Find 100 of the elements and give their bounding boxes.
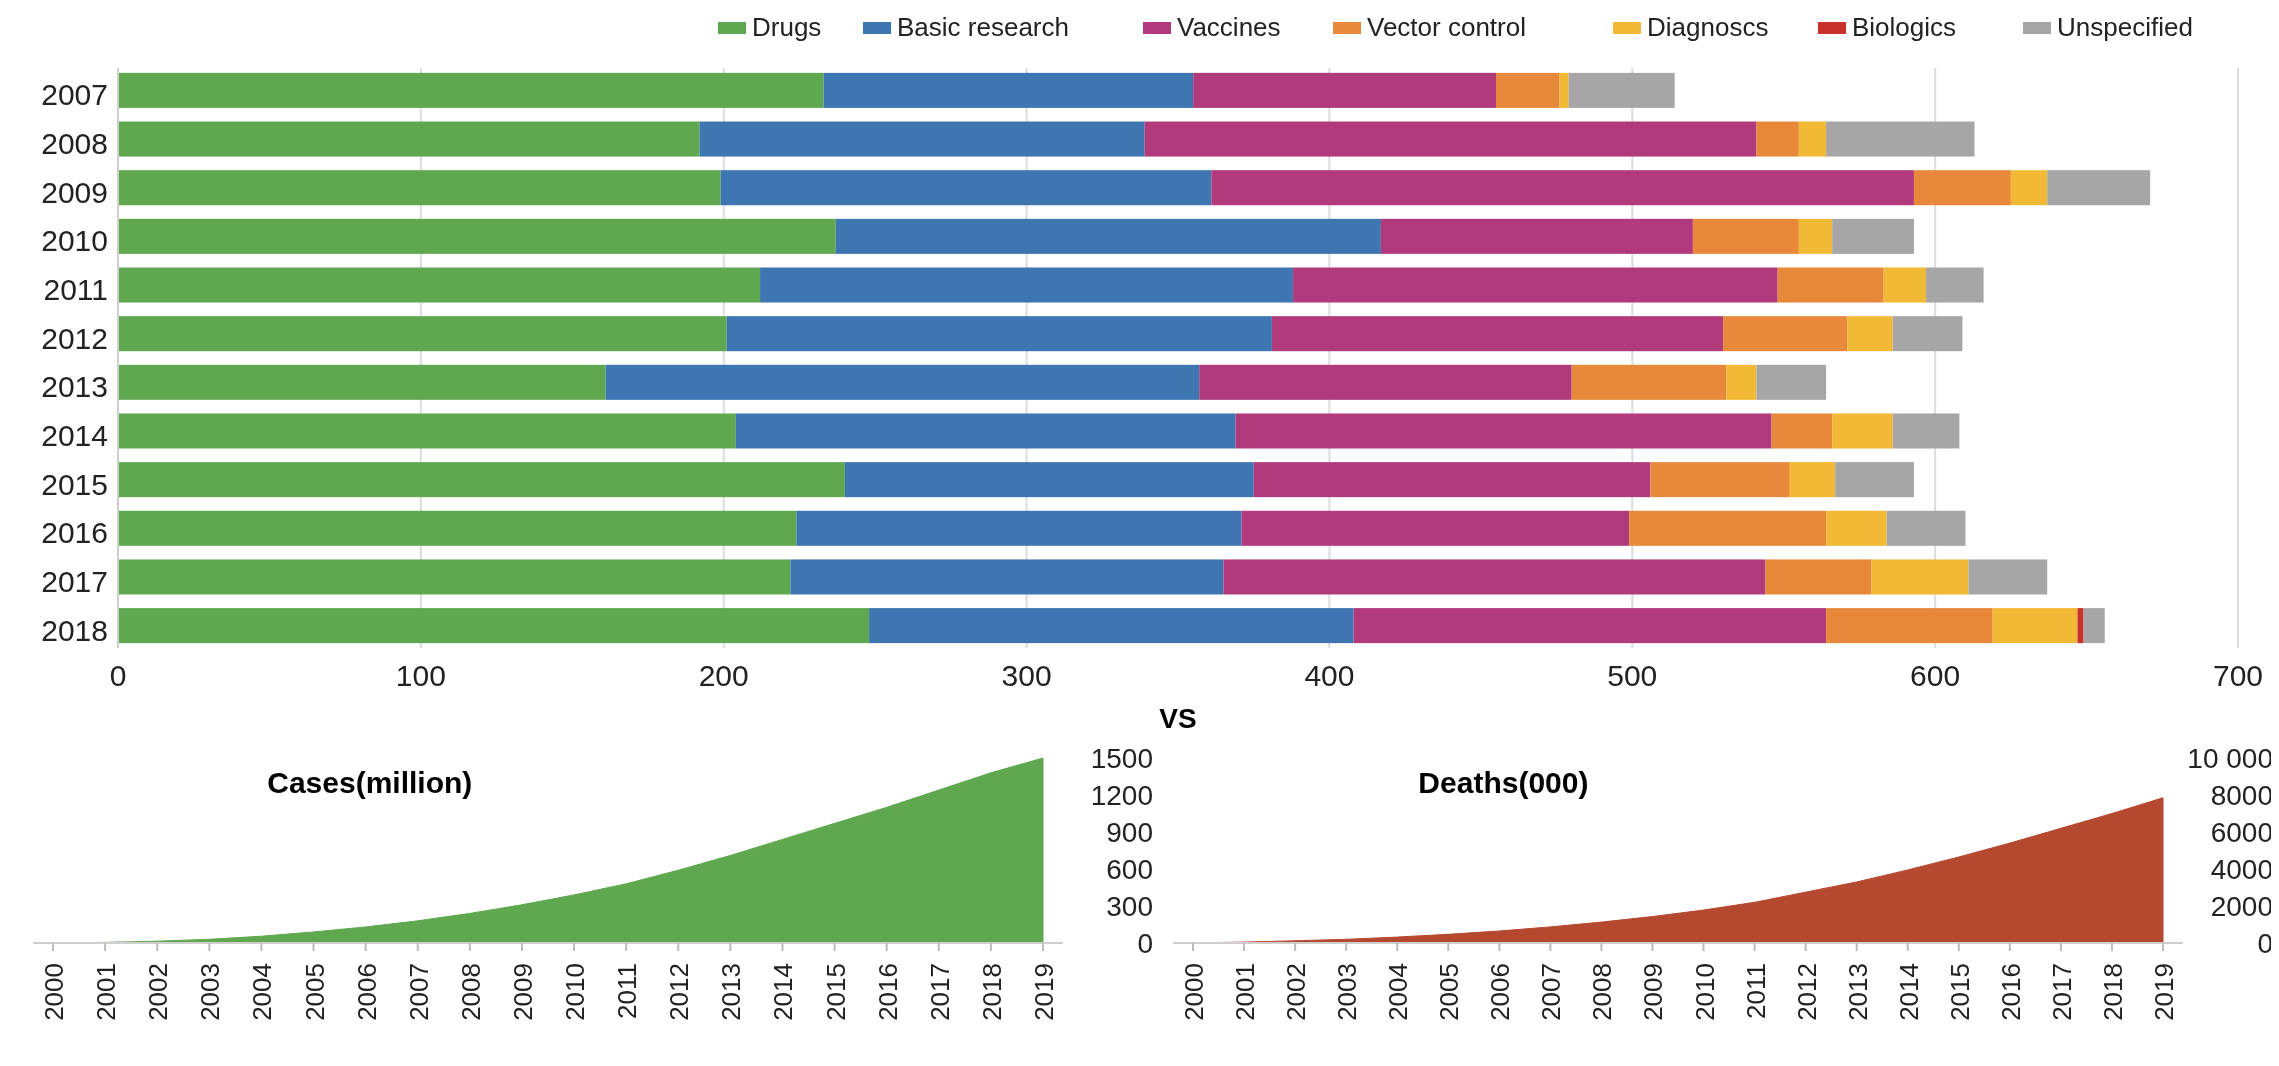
bar [1726, 364, 1757, 400]
bar [1559, 72, 1569, 108]
x-tick-label: 2019 [2149, 963, 2179, 1021]
x-tick-label: 2018 [2097, 963, 2128, 1021]
x-tick-label: 2016 [872, 963, 903, 1021]
bar [1144, 121, 1757, 157]
bar [118, 267, 761, 303]
bar [1241, 510, 1630, 546]
bar [118, 608, 870, 644]
bar [1629, 510, 1827, 546]
bar [1271, 316, 1724, 352]
y-tick-label: 8000 [2210, 780, 2273, 811]
x-tick-label: 100 [395, 659, 446, 692]
bar [844, 462, 1254, 498]
y-tick-label: 2016 [41, 516, 108, 550]
bar [1886, 510, 1966, 546]
bar [118, 72, 824, 108]
bar [790, 559, 1224, 595]
bar [1777, 267, 1884, 303]
x-tick-label: 2005 [1434, 963, 1465, 1021]
bar [835, 218, 1381, 254]
bar [1832, 218, 1914, 254]
x-tick-label: 500 [1607, 659, 1658, 692]
y-tick-label: 0 [1137, 928, 1153, 959]
bar [760, 267, 1294, 303]
chart-title: Cases(million) [267, 766, 473, 799]
x-tick-label: 2019 [1029, 963, 1059, 1021]
x-tick-label: 2009 [1638, 963, 1669, 1021]
bar [2083, 608, 2105, 644]
bar [118, 559, 791, 595]
bar [1892, 413, 1960, 449]
x-tick-label: 400 [1304, 659, 1355, 692]
bar [1756, 364, 1827, 400]
x-tick-label: 2003 [1332, 963, 1363, 1021]
y-tick-label: 0 [2257, 928, 2273, 959]
x-tick-label: 2014 [1893, 963, 1924, 1021]
bar [1199, 364, 1572, 400]
y-tick-label: 2013 [41, 370, 108, 404]
bar [720, 170, 1212, 206]
x-axis-title: VS [1159, 703, 1197, 734]
bar [118, 413, 736, 449]
x-tick-label: 2000 [1179, 963, 1209, 1021]
x-tick-label: 2004 [1383, 963, 1414, 1021]
bar [1496, 72, 1560, 108]
x-tick-label: 2003 [195, 963, 226, 1021]
bar [1826, 121, 1975, 157]
x-tick-label: 2012 [1791, 963, 1822, 1021]
bar [1211, 170, 1914, 206]
y-tick-label: 2000 [2210, 891, 2273, 922]
bar [1223, 559, 1766, 595]
bar [605, 364, 1200, 400]
y-tick-label: 2007 [41, 78, 108, 112]
bar [1771, 413, 1833, 449]
x-tick-label: 2018 [976, 963, 1007, 1021]
bar [869, 608, 1354, 644]
bar [118, 510, 797, 546]
y-tick-label: 2014 [41, 418, 108, 452]
x-tick-label: 2007 [403, 963, 434, 1021]
y-tick-label: 2012 [41, 321, 108, 355]
bar [1826, 510, 1887, 546]
bar [118, 316, 727, 352]
bar [2010, 170, 2048, 206]
bar [1253, 462, 1651, 498]
bar [118, 364, 606, 400]
y-tick-label: 2009 [41, 175, 108, 209]
bar [1835, 462, 1914, 498]
bar [1789, 462, 1836, 498]
x-tick-label: 2017 [2046, 963, 2077, 1021]
bar [1235, 413, 1772, 449]
bar [118, 121, 700, 157]
x-tick-label: 2012 [664, 963, 695, 1021]
y-tick-label: 2018 [41, 613, 108, 647]
x-tick-label: 2005 [299, 963, 330, 1021]
bar [1913, 170, 2011, 206]
y-tick-label: 2015 [41, 467, 108, 501]
bar [796, 510, 1242, 546]
x-tick-label: 2011 [1740, 963, 1771, 1019]
bar [1723, 316, 1848, 352]
x-tick-label: 2016 [1995, 963, 2026, 1021]
bar [118, 170, 721, 206]
y-tick-label: 1200 [1090, 780, 1153, 811]
bar [1765, 559, 1872, 595]
legend-label: Drugs [752, 12, 822, 42]
bar [1926, 267, 1984, 303]
x-tick-label: 2008 [455, 963, 486, 1021]
x-tick-label: 2002 [1281, 963, 1312, 1021]
bar [1832, 413, 1893, 449]
bar [118, 462, 845, 498]
legend-label: Unspecified [2057, 12, 2193, 42]
y-tick-label: 600 [1106, 854, 1153, 885]
bar [1798, 121, 1827, 157]
x-tick-label: 200 [698, 659, 749, 692]
x-tick-label: 700 [2212, 659, 2264, 692]
x-tick-label: 2002 [143, 963, 174, 1021]
y-tick-label: 10 000 [2187, 743, 2273, 774]
legend-label: Vaccines [1177, 12, 1281, 42]
x-tick-label: 2013 [1842, 963, 1873, 1021]
bar [1353, 608, 1827, 644]
bar [1650, 462, 1790, 498]
legend-label: Biologics [1852, 12, 1957, 42]
